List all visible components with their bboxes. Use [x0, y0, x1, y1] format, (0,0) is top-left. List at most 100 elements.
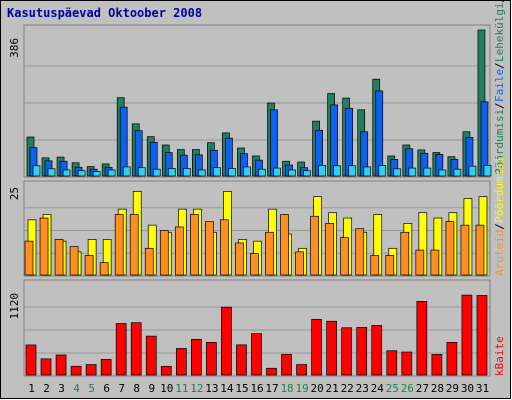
- x-tick-label-25: 25: [386, 382, 399, 395]
- bar-kbaite-21: [326, 320, 337, 376]
- bar-faile-29: [453, 168, 462, 177]
- x-tick-label-23: 23: [356, 382, 369, 395]
- bar-faile-2: [47, 168, 56, 177]
- legend-top-0: Pöördumisi: [493, 109, 506, 175]
- bar-kbaite-29: [446, 342, 458, 376]
- bar-aruteid-8: [129, 214, 139, 276]
- x-tick-label-5: 5: [88, 382, 95, 395]
- legend-bottom-0: kBaite: [493, 336, 506, 376]
- bar-faile-21: [333, 165, 341, 177]
- x-tick-label-24: 24: [371, 382, 385, 395]
- bar-kbaite-7: [115, 323, 127, 376]
- bar-aruteid-3: [54, 239, 64, 276]
- bar-faile-14: [228, 168, 236, 177]
- x-tick-label-27: 27: [416, 382, 429, 395]
- x-tick-label-21: 21: [326, 382, 339, 395]
- bar-aruteid-4: [69, 246, 79, 276]
- legend-top-1: Faile: [493, 69, 506, 102]
- panel-bottom: 1120: [8, 279, 491, 377]
- bar-aruteid-17: [265, 231, 274, 276]
- bar-kbaite-18: [281, 354, 292, 376]
- bar-kbaite-27: [416, 301, 428, 376]
- bar-lehekülgi-7: [119, 106, 128, 177]
- y-max-label-top: 386: [8, 38, 21, 58]
- x-tick-label-19: 19: [295, 382, 308, 395]
- x-tick-label-4: 4: [73, 382, 80, 395]
- bar-faile-25: [393, 168, 402, 177]
- bar-aruteid-23: [355, 228, 365, 276]
- bar-aruteid-14: [220, 219, 229, 276]
- bar-faile-16: [258, 168, 266, 177]
- x-tick-label-31: 31: [476, 382, 489, 395]
- bar-faile-1: [32, 165, 41, 177]
- bar-kbaite-23: [356, 327, 368, 376]
- bar-aruteid-5: [84, 255, 94, 276]
- bar-kbaite-11: [175, 348, 187, 376]
- bar-kbaite-1: [25, 344, 37, 376]
- bar-kbaite-26: [401, 351, 413, 376]
- bar-aruteid-15: [235, 242, 244, 276]
- x-tick-label-1: 1: [28, 382, 35, 395]
- x-tick-label-16: 16: [250, 382, 263, 395]
- y-max-label-middle: 25: [8, 187, 21, 200]
- bar-aruteid-30: [460, 224, 470, 276]
- legend-top-2: Lehekülgi: [493, 2, 506, 62]
- bar-aruteid-18: [280, 214, 289, 276]
- bar-faile-7: [122, 166, 131, 177]
- legend-right: Pöördumisi/Faile/Lehekülgi/KülastajaidAr…: [493, 0, 506, 376]
- bar-kbaite-6: [100, 358, 112, 376]
- x-tick-label-11: 11: [175, 382, 188, 395]
- x-tick-label-14: 14: [220, 382, 234, 395]
- bar-kbaite-4: [70, 365, 82, 376]
- bar-faile-19: [303, 170, 311, 177]
- legend-middle-0: Aruteid: [493, 230, 506, 276]
- bar-faile-22: [348, 165, 357, 177]
- bar-faile-11: [182, 168, 191, 177]
- bar-faile-18: [288, 169, 296, 177]
- x-tick-label-8: 8: [133, 382, 140, 395]
- bar-lehekülgi-24: [375, 90, 384, 177]
- legend-separator: /: [493, 102, 506, 109]
- x-tick-labels: 1 2 3 4 5 6 7 8 9 10 11 12 13 14 15 16 17 18 19 20 21 22 23 24 2…: [28, 382, 489, 395]
- bar-lehekülgi-31: [480, 101, 489, 177]
- bar-aruteid-27: [415, 249, 425, 276]
- bar-kbaite-28: [431, 354, 443, 376]
- x-tick-label-10: 10: [160, 382, 173, 395]
- bar-faile-4: [77, 170, 86, 177]
- bar-kbaite-25: [386, 350, 398, 376]
- x-tick-label-29: 29: [446, 382, 459, 395]
- grid-lines-top: [24, 65, 490, 141]
- x-tick-label-7: 7: [118, 382, 125, 395]
- bar-aruteid-28: [430, 249, 440, 276]
- legend-separator: /: [493, 223, 506, 230]
- bar-faile-13: [213, 167, 221, 177]
- bar-lehekülgi-17: [270, 109, 278, 177]
- bar-aruteid-16: [250, 253, 259, 276]
- bar-faile-30: [468, 165, 477, 177]
- bar-aruteid-24: [370, 255, 380, 276]
- bar-aruteid-7: [114, 214, 124, 276]
- x-tick-label-17: 17: [265, 382, 278, 395]
- x-tick-label-22: 22: [341, 382, 354, 395]
- bar-faile-28: [438, 169, 447, 177]
- bar-faile-24: [378, 165, 387, 177]
- legend-separator: /: [493, 0, 506, 3]
- panel-middle: 25: [8, 180, 491, 277]
- bar-kbaite-3: [55, 354, 67, 376]
- x-tick-label-13: 13: [205, 382, 218, 395]
- bar-kbaite-30: [461, 294, 473, 376]
- bar-faile-17: [273, 167, 281, 177]
- bar-faile-20: [318, 165, 326, 177]
- x-tick-label-28: 28: [431, 382, 444, 395]
- bar-aruteid-21: [325, 223, 334, 276]
- bar-faile-15: [243, 166, 251, 177]
- bar-kbaite-2: [40, 358, 52, 376]
- bar-kbaite-17: [266, 367, 277, 376]
- bar-kbaite-22: [341, 327, 353, 376]
- x-tick-label-12: 12: [190, 382, 203, 395]
- bar-faile-6: [107, 169, 116, 177]
- bar-faile-27: [423, 167, 432, 177]
- bar-aruteid-22: [340, 237, 350, 276]
- bar-aruteid-13: [205, 221, 214, 276]
